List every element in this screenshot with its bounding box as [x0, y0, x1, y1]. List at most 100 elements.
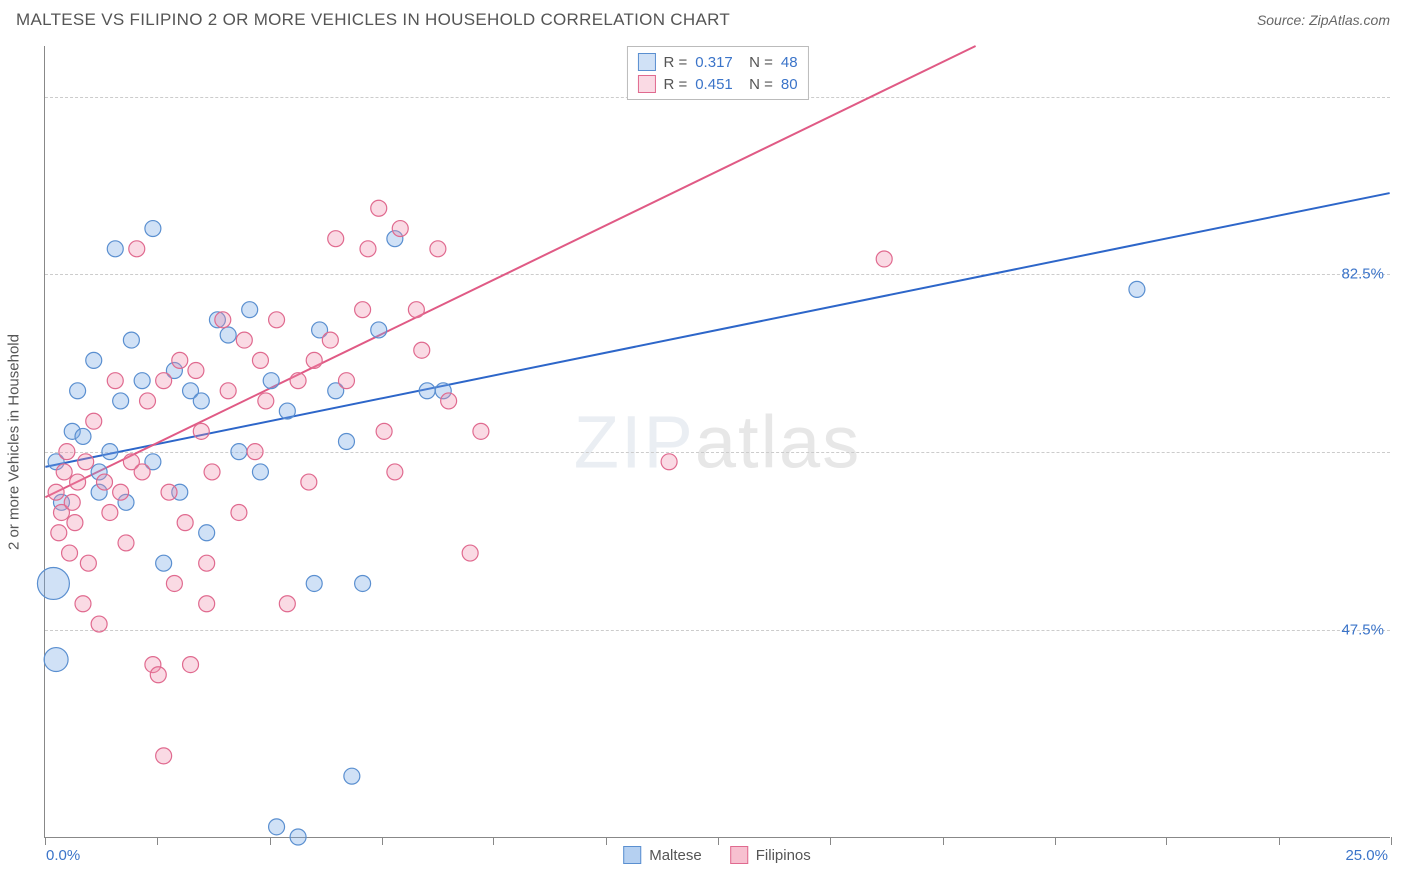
data-point: [220, 383, 236, 399]
data-point: [242, 302, 258, 318]
data-point: [371, 322, 387, 338]
data-point: [193, 393, 209, 409]
data-point: [360, 241, 376, 257]
data-point: [78, 454, 94, 470]
data-point: [355, 302, 371, 318]
data-point: [252, 464, 268, 480]
data-point: [376, 423, 392, 439]
swatch-icon: [637, 53, 655, 71]
data-point: [156, 748, 172, 764]
x-tick: [382, 837, 383, 845]
data-point: [252, 352, 268, 368]
data-point: [269, 819, 285, 835]
data-point: [80, 555, 96, 571]
chart: 2 or more Vehicles in Household ZIPatlas…: [44, 46, 1390, 838]
data-point: [392, 221, 408, 237]
data-point: [134, 373, 150, 389]
legend-item-maltese: Maltese: [623, 846, 702, 864]
data-point: [67, 515, 83, 531]
legend-r-value: 0.451: [695, 76, 733, 93]
data-point: [75, 596, 91, 612]
data-point: [107, 373, 123, 389]
data-point: [183, 657, 199, 673]
x-tick: [270, 837, 271, 845]
data-point: [129, 241, 145, 257]
data-point: [70, 383, 86, 399]
data-point: [199, 596, 215, 612]
data-point: [231, 444, 247, 460]
legend-r-value: 0.317: [695, 54, 733, 71]
data-point: [107, 241, 123, 257]
x-tick: [606, 837, 607, 845]
legend-label: Filipinos: [756, 847, 811, 864]
data-point: [419, 383, 435, 399]
header: MALTESE VS FILIPINO 2 OR MORE VEHICLES I…: [0, 0, 1406, 36]
data-point: [56, 464, 72, 480]
legend-item-filipinos: Filipinos: [730, 846, 811, 864]
data-point: [430, 241, 446, 257]
legend-row-filipinos: R = 0.451 N = 80: [637, 73, 797, 95]
data-point: [344, 768, 360, 784]
data-point: [134, 464, 150, 480]
legend-series: Maltese Filipinos: [623, 846, 811, 864]
chart-title: MALTESE VS FILIPINO 2 OR MORE VEHICLES I…: [16, 10, 730, 30]
data-point: [269, 312, 285, 328]
data-point: [156, 373, 172, 389]
y-tick-label: 82.5%: [1341, 266, 1384, 283]
x-tick: [1279, 837, 1280, 845]
data-point: [156, 555, 172, 571]
data-point: [220, 327, 236, 343]
data-point: [51, 525, 67, 541]
data-point: [177, 515, 193, 531]
data-point: [414, 342, 430, 358]
legend-correlation: R = 0.317 N = 48 R = 0.451 N = 80: [626, 46, 808, 100]
legend-r-label: R =: [663, 76, 687, 93]
legend-n-value: 80: [781, 76, 798, 93]
data-point: [44, 648, 68, 672]
data-point: [140, 393, 156, 409]
data-point: [338, 373, 354, 389]
data-point: [301, 474, 317, 490]
data-point: [408, 302, 424, 318]
data-point: [118, 535, 134, 551]
data-point: [59, 444, 75, 460]
data-point: [75, 428, 91, 444]
x-axis-min-label: 0.0%: [46, 847, 80, 864]
data-point: [145, 221, 161, 237]
x-tick: [157, 837, 158, 845]
data-point: [263, 373, 279, 389]
data-point: [48, 484, 64, 500]
data-point: [166, 575, 182, 591]
x-tick: [493, 837, 494, 845]
legend-n-label: N =: [741, 76, 773, 93]
data-point: [113, 393, 129, 409]
swatch-icon: [730, 846, 748, 864]
data-point: [661, 454, 677, 470]
data-point: [258, 393, 274, 409]
x-axis-max-label: 25.0%: [1345, 847, 1388, 864]
data-point: [441, 393, 457, 409]
data-point: [86, 413, 102, 429]
data-point: [150, 667, 166, 683]
data-point: [387, 464, 403, 480]
data-point: [231, 504, 247, 520]
source-label: Source: ZipAtlas.com: [1257, 12, 1390, 28]
swatch-icon: [637, 75, 655, 93]
data-point: [70, 474, 86, 490]
data-point: [193, 423, 209, 439]
data-point: [64, 494, 80, 510]
data-point: [322, 332, 338, 348]
data-point: [215, 312, 231, 328]
data-point: [306, 575, 322, 591]
data-point: [338, 434, 354, 450]
x-tick: [1391, 837, 1392, 845]
x-tick: [1055, 837, 1056, 845]
y-tick-label: 47.5%: [1341, 621, 1384, 638]
data-point: [102, 504, 118, 520]
legend-n-label: N =: [741, 54, 773, 71]
data-point: [1129, 281, 1145, 297]
data-point: [172, 352, 188, 368]
x-tick: [718, 837, 719, 845]
x-tick: [1166, 837, 1167, 845]
data-point: [473, 423, 489, 439]
